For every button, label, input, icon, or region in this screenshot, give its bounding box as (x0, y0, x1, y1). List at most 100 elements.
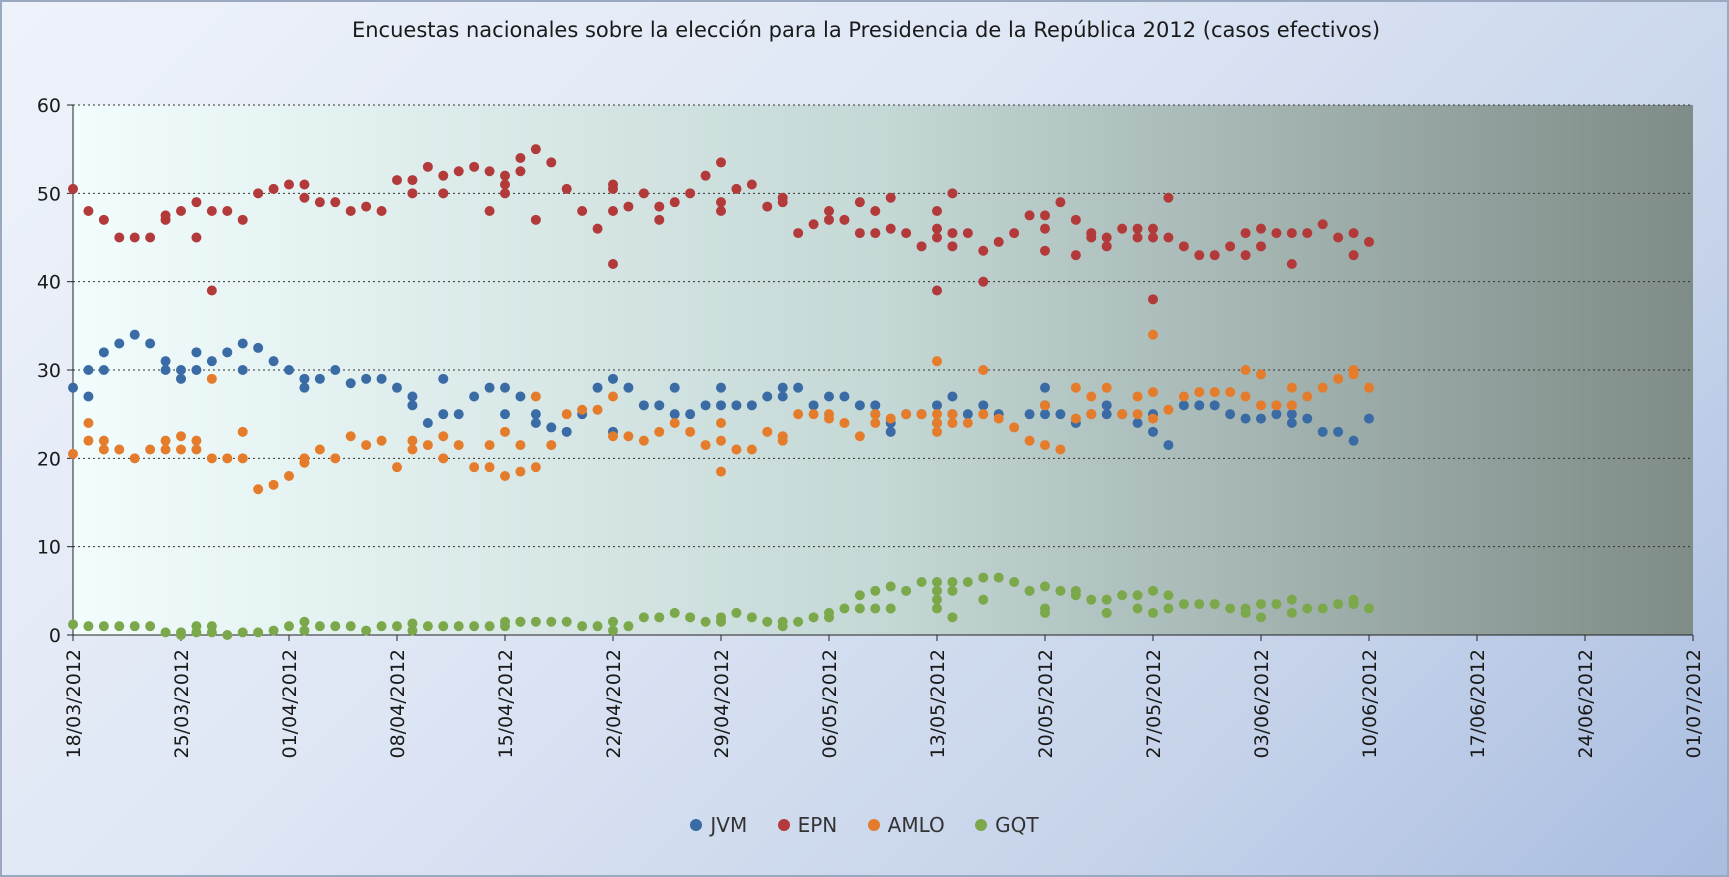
point-epn-87 (978, 245, 989, 256)
point-epn-119 (1286, 259, 1297, 269)
point-amlo-103 (1178, 391, 1189, 402)
point-epn-35 (500, 179, 510, 190)
x-tick-label-9: 20/05/2012 (1035, 649, 1057, 759)
point-gqt-1 (83, 621, 94, 632)
point-jvm-4 (98, 365, 109, 375)
point-amlo-38 (484, 440, 495, 451)
legend-label-epn: EPN (797, 813, 838, 837)
point-epn-84 (947, 241, 958, 252)
point-epn-59 (716, 206, 726, 216)
point-epn-37 (500, 188, 510, 199)
point-gqt-85 (1040, 607, 1050, 618)
x-tick-label-12: 10/06/2012 (1359, 649, 1381, 759)
point-gqt-114 (1348, 599, 1359, 610)
point-amlo-97 (1132, 391, 1143, 402)
point-amlo-109 (1256, 369, 1266, 380)
point-epn-43 (561, 183, 572, 194)
point-gqt-45 (638, 612, 649, 623)
point-jvm-97 (1225, 409, 1236, 420)
point-amlo-82 (962, 418, 973, 428)
point-amlo-75 (916, 409, 927, 420)
point-jvm-46 (608, 373, 618, 384)
point-epn-16 (268, 183, 279, 194)
point-gqt-106 (1256, 612, 1266, 623)
x-tick-label-10: 27/05/2012 (1143, 649, 1165, 759)
point-gqt-58 (808, 612, 819, 623)
point-gqt-23 (361, 625, 372, 636)
point-amlo-9 (160, 444, 171, 455)
grid-lines (73, 104, 1693, 548)
point-epn-98 (1086, 232, 1097, 243)
point-amlo-58 (716, 435, 726, 446)
point-jvm-37 (500, 382, 510, 393)
point-epn-4 (129, 232, 140, 243)
point-gqt-97 (1163, 590, 1174, 601)
point-epn-83 (947, 228, 958, 239)
point-epn-64 (777, 192, 788, 203)
point-amlo-16 (222, 453, 233, 464)
point-amlo-72 (870, 418, 881, 428)
point-jvm-93 (1163, 440, 1174, 451)
point-amlo-40 (500, 471, 510, 481)
point-amlo-95 (1101, 382, 1112, 393)
x-tick-label-5: 22/04/2012 (603, 649, 625, 759)
point-jvm-75 (947, 391, 958, 402)
legend-label-jvm: JVM (710, 813, 748, 837)
point-epn-125 (1364, 236, 1374, 247)
point-amlo-26 (345, 431, 356, 442)
point-epn-38 (515, 166, 526, 177)
point-gqt-90 (1101, 594, 1112, 605)
point-amlo-86 (1009, 422, 1020, 433)
point-epn-9 (191, 197, 202, 208)
point-epn-116 (1256, 241, 1266, 252)
point-jvm-55 (716, 382, 726, 393)
point-amlo-0 (68, 448, 78, 459)
y-tick-labels: 0 10 20 30 40 50 60 (37, 95, 61, 647)
point-gqt-92 (1117, 590, 1128, 601)
point-amlo-8 (160, 435, 171, 446)
point-jvm-100 (1271, 409, 1282, 420)
point-epn-51 (638, 188, 649, 199)
point-epn-122 (1333, 232, 1344, 243)
point-jvm-11 (176, 365, 186, 375)
point-gqt-18 (299, 616, 310, 627)
point-gqt-111 (1317, 603, 1328, 614)
point-epn-70 (854, 228, 865, 239)
point-amlo-15 (206, 453, 217, 464)
point-jvm-8 (160, 356, 171, 367)
point-amlo-31 (407, 444, 418, 455)
point-epn-62 (762, 201, 773, 212)
point-amlo-71 (870, 409, 881, 420)
point-gqt-100 (1194, 599, 1205, 610)
x-tick-label-7: 06/05/2012 (819, 649, 841, 759)
point-epn-99 (1101, 241, 1112, 252)
point-epn-91 (1040, 210, 1050, 221)
point-epn-115 (1256, 223, 1266, 234)
point-amlo-87 (1024, 435, 1035, 446)
point-gqt-88 (1070, 590, 1081, 601)
point-amlo-100 (1148, 329, 1158, 340)
point-gqt-4 (129, 621, 140, 632)
point-epn-100 (1101, 232, 1112, 243)
point-jvm-32 (438, 373, 449, 384)
point-gqt-0 (68, 619, 78, 630)
point-gqt-64 (870, 603, 881, 614)
x-tick-label-1: 25/03/2012 (171, 649, 193, 759)
data-points (68, 144, 1374, 640)
point-jvm-106 (1348, 435, 1359, 446)
point-gqt-21 (330, 621, 341, 632)
point-epn-80 (932, 232, 942, 243)
point-amlo-29 (392, 462, 402, 473)
point-epn-72 (870, 206, 881, 216)
point-gqt-76 (947, 612, 958, 623)
point-jvm-84 (1055, 409, 1066, 420)
x-tick-label-2: 01/04/2012 (279, 649, 301, 759)
point-gqt-74 (947, 577, 958, 587)
point-gqt-110 (1302, 603, 1313, 614)
point-gqt-101 (1209, 599, 1220, 610)
x-tick-labels: 18/03/2012 25/03/2012 01/04/2012 08/04/2012… (63, 649, 1705, 759)
point-epn-77 (916, 241, 927, 252)
point-amlo-66 (808, 409, 819, 420)
point-jvm-77 (962, 409, 973, 420)
point-amlo-111 (1271, 400, 1282, 411)
